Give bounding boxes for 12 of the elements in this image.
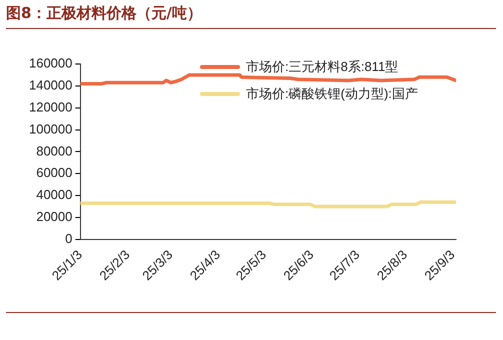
y-tick-label: 60000: [36, 165, 72, 180]
legend-label: 市场价:三元材料8系:811型: [246, 58, 398, 76]
y-tick-label: 40000: [36, 187, 72, 202]
y-tick-label: 140000: [28, 78, 72, 93]
legend-label: 市场价:磷酸铁锂(动力型):国产: [246, 85, 418, 103]
y-tick-label: 160000: [28, 56, 72, 71]
y-tick-label: 80000: [36, 143, 72, 158]
y-tick-label: 100000: [28, 121, 72, 136]
y-tick-label: 120000: [28, 99, 72, 114]
y-tick-label: 20000: [36, 209, 72, 224]
y-tick-label: 0: [65, 230, 72, 246]
chart-title: 图8：正极材料价格（元/吨）: [6, 4, 496, 29]
